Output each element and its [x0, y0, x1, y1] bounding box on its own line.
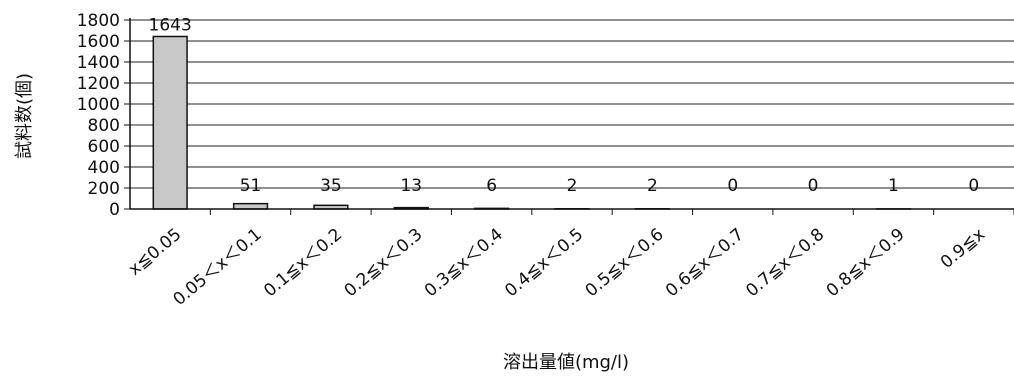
x-tick-label: 0.5≦x＜0.6 [582, 225, 668, 302]
x-tick-label: 0.2≦x＜0.3 [341, 225, 427, 302]
x-tick-label: 0.9≦x [937, 225, 989, 273]
data-label: 0 [968, 176, 979, 196]
data-label: 0 [808, 176, 819, 196]
data-label: 2 [647, 176, 658, 196]
x-tick-label: 0.1≦x＜0.2 [260, 225, 346, 302]
y-tick-label: 1600 [77, 32, 120, 52]
y-tick-label: 0 [109, 200, 120, 220]
x-axis-title: 溶出量値(mg/l) [503, 352, 629, 373]
x-tick-label: x≦0.05 [125, 225, 185, 280]
data-label: 0 [727, 176, 738, 196]
y-tick-label: 800 [88, 116, 120, 136]
y-tick-label: 1800 [77, 11, 120, 31]
x-tick-label: 0.3≦x＜0.4 [421, 225, 507, 302]
y-tick-label: 1400 [77, 53, 120, 73]
data-label: 1 [888, 176, 899, 196]
data-label: 6 [486, 176, 497, 196]
x-tick-label: 0.4≦x＜0.5 [501, 225, 587, 302]
data-labels: 1643 51 35 13 6 2 2 0 0 1 0 [149, 15, 980, 196]
y-tick-label: 600 [88, 137, 120, 157]
x-tick-label: 0.05＜x＜0.1 [169, 225, 265, 310]
data-label: 35 [320, 176, 342, 196]
bar [232, 202, 269, 210]
y-tick-label: 200 [88, 179, 120, 199]
data-label: 13 [400, 176, 422, 196]
y-tick-label: 400 [88, 158, 120, 178]
bar [152, 35, 188, 210]
data-label: 51 [240, 176, 262, 196]
x-tick-label: 0.6≦x＜0.7 [662, 225, 748, 302]
y-tick-label: 1000 [77, 95, 120, 115]
x-tick-labels: x≦0.050.05＜x＜0.10.1≦x＜0.20.2≦x＜0.30.3≦x＜… [125, 225, 989, 310]
x-tick-label: 0.8≦x＜0.9 [823, 225, 909, 302]
axes [124, 18, 1014, 215]
data-label: 1643 [149, 15, 192, 35]
y-axis-title: 試料数(個) [14, 73, 35, 159]
y-tick-label: 1200 [77, 74, 120, 94]
x-tick-label: 0.7≦x＜0.8 [742, 225, 828, 302]
data-label: 2 [567, 176, 578, 196]
gridlines [130, 19, 1014, 189]
